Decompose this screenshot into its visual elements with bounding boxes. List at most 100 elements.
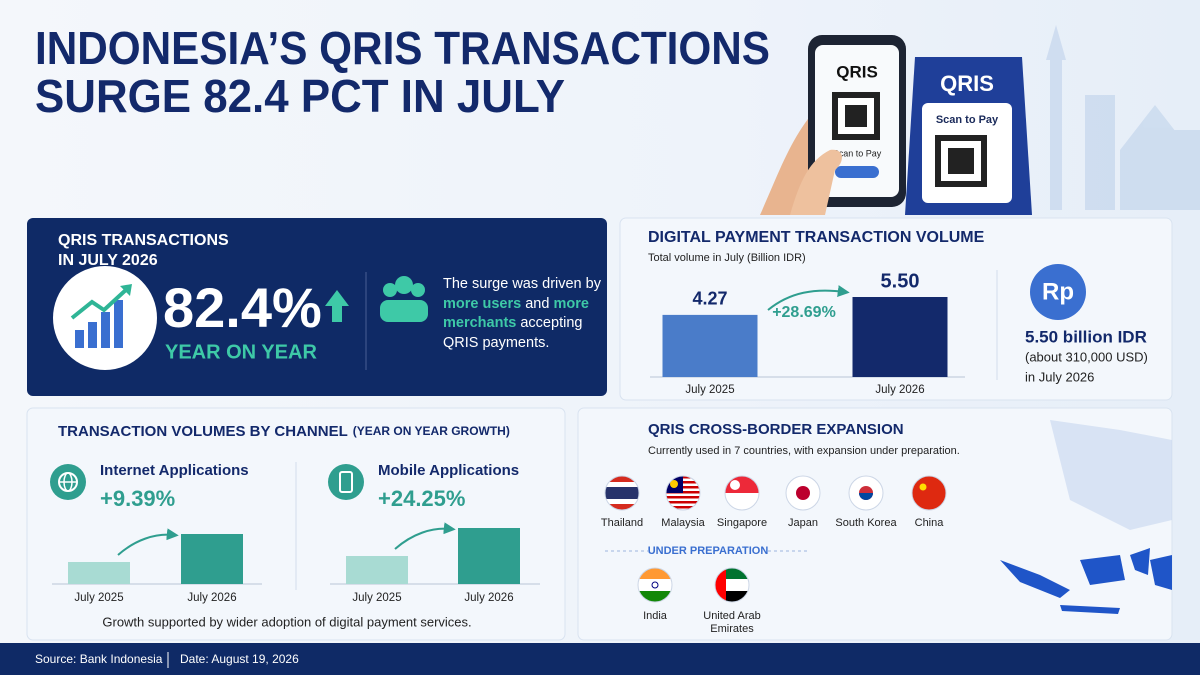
flag	[849, 476, 883, 510]
flag	[666, 501, 700, 504]
category-label: July 2025	[352, 592, 401, 604]
panel-subtitle: Currently used in 7 countries, with expa…	[648, 445, 960, 457]
flag-ring	[785, 475, 821, 511]
flag	[730, 480, 740, 490]
text-segment: more users	[443, 295, 522, 312]
driver-text: The surge was driven by more users and m…	[443, 275, 608, 353]
country-name: Malaysia	[661, 517, 705, 529]
usd-note: (about 310,000 USD)	[1025, 349, 1148, 364]
growth-caption: YEAR ON YEAR	[165, 341, 317, 363]
change-label: +28.69%	[772, 304, 836, 321]
flag	[666, 476, 700, 510]
category-label: July 2025	[685, 384, 734, 396]
country-name: United Arab Emirates	[703, 610, 760, 635]
stand-caption: Scan to Pay	[936, 114, 999, 126]
flag	[912, 476, 946, 510]
country-name: India	[643, 610, 668, 622]
flag-ring	[637, 567, 673, 603]
flag	[666, 506, 700, 509]
currency-icon	[1030, 264, 1086, 320]
flag-ring	[724, 475, 760, 511]
panel-title: DIGITAL PAYMENT TRANSACTION VOLUME	[648, 229, 985, 246]
value-label: 5.50	[881, 270, 920, 292]
trend-arrow	[394, 522, 456, 550]
flag	[638, 568, 672, 579]
page-title: INDONESIA’S QRIS TRANSACTIONS	[35, 22, 770, 74]
country-name: South Korea	[835, 517, 897, 529]
mobile-icon	[328, 464, 364, 500]
flag	[605, 476, 639, 482]
flag	[715, 591, 749, 602]
flag-ring	[911, 475, 947, 511]
flag	[605, 476, 639, 510]
bar	[346, 556, 408, 584]
flag	[605, 487, 639, 499]
channel-growth: +9.39%	[100, 486, 175, 511]
flag	[605, 504, 639, 510]
total-label: 5.50 billion IDR	[1025, 327, 1147, 346]
flag-ring	[848, 475, 884, 511]
channel-growth: +24.25%	[378, 486, 465, 511]
country-name: Japan	[788, 517, 818, 529]
flag	[786, 476, 820, 510]
text-segment: more merchants	[443, 295, 589, 332]
title-main: TRANSACTION VOLUMES BY CHANNEL	[58, 423, 348, 440]
bar	[181, 534, 243, 584]
people-icon	[380, 276, 428, 322]
preparation-label: UNDER PREPARATION	[648, 545, 769, 557]
category-label: July 2026	[875, 384, 924, 396]
flag-ring	[665, 475, 701, 511]
title-suffix: (YEAR ON YEAR GROWTH)	[353, 424, 510, 438]
up-arrow	[325, 290, 349, 322]
flag	[651, 581, 659, 589]
trend-arrow	[117, 528, 179, 556]
flag	[666, 496, 700, 499]
growth-icon	[53, 266, 157, 370]
value-label: 4.27	[692, 289, 727, 309]
panel-subtitle: Total volume in July (Billion IDR)	[648, 252, 806, 264]
flag	[715, 568, 749, 602]
channel-name: Internet Applications	[100, 462, 249, 479]
bar	[852, 297, 948, 377]
flag	[638, 591, 672, 602]
change-arrow	[767, 285, 850, 311]
category-label: July 2026	[187, 592, 236, 604]
qris-stand: QRIS Scan to Pay	[905, 57, 1032, 215]
panel-title: IN JULY 2026	[58, 252, 158, 269]
skyline	[1046, 25, 1200, 210]
flag	[638, 568, 672, 602]
text-segment: and	[521, 295, 554, 312]
panel-title: QRIS TRANSACTIONS	[58, 232, 229, 249]
country-name: Singapore	[717, 517, 767, 529]
flag	[796, 486, 810, 500]
category-label: July 2026	[464, 592, 513, 604]
panel-title: QRIS CROSS-BORDER EXPANSION	[648, 421, 904, 438]
flag	[912, 476, 946, 510]
stand-title: QRIS	[940, 71, 994, 96]
category-label: July 2025	[74, 592, 123, 604]
flag	[859, 493, 873, 500]
flag	[919, 483, 927, 491]
flag-ring	[714, 567, 750, 603]
footer	[0, 643, 1200, 675]
name-line: Emirates	[710, 623, 754, 635]
text-segment: The surge was driven by	[443, 276, 601, 292]
phone-title: QRIS	[836, 62, 878, 81]
currency-symbol: Rp	[1042, 278, 1074, 305]
map	[1000, 420, 1172, 614]
date: Date: August 19, 2026	[180, 652, 299, 666]
flag-ring	[604, 475, 640, 511]
flag	[715, 568, 726, 602]
text-segment: accepting QRIS payments.	[443, 315, 583, 351]
phone-illustration: QRIS Scan to Pay	[760, 35, 906, 215]
period: in July 2026	[1025, 369, 1094, 384]
name-line: United Arab	[703, 610, 760, 622]
panel-title: TRANSACTION VOLUMES BY CHANNEL (YEAR ON Y…	[58, 423, 510, 440]
bar	[68, 562, 130, 584]
growth-value: 82.4%	[163, 276, 322, 339]
bar	[458, 528, 520, 584]
country-name: Thailand	[601, 517, 643, 529]
flag	[725, 476, 759, 510]
